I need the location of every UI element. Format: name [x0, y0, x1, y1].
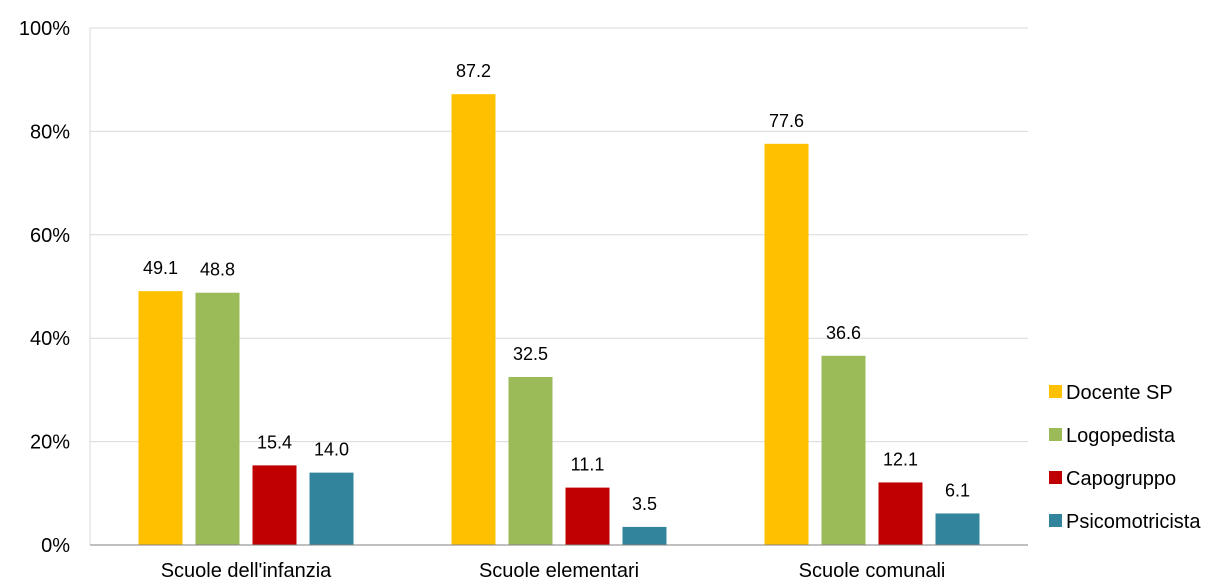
data-label: 14.0 [314, 440, 349, 460]
legend-swatch [1049, 428, 1062, 441]
legend-label: Psicomotricista [1066, 511, 1201, 533]
data-label: 49.1 [143, 258, 178, 278]
data-label: 32.5 [513, 344, 548, 364]
y-tick-label: 0% [41, 535, 70, 557]
bar [821, 355, 866, 545]
legend-swatch [1049, 514, 1062, 527]
legend: Docente SP Logopedista Capogruppo Psicomotr… [1049, 382, 1201, 533]
gridlines [90, 27, 1028, 443]
y-tick-label: 60% [30, 225, 70, 247]
legend-label: Capogruppo [1066, 468, 1176, 490]
bar [195, 292, 240, 545]
x-tick-label: Scuole dell'infanzia [161, 560, 332, 582]
x-tick-label: Scuole elementari [479, 560, 639, 582]
bar [138, 291, 183, 545]
data-label: 48.8 [200, 260, 235, 280]
legend-swatch [1049, 385, 1062, 398]
bar [878, 482, 923, 545]
data-label: 6.1 [945, 480, 970, 500]
y-tick-label: 40% [30, 328, 70, 350]
data-label: 15.4 [257, 432, 292, 452]
bar [935, 513, 980, 545]
legend-label: Logopedista [1066, 425, 1176, 447]
y-tick-label: 80% [30, 121, 70, 143]
bars [138, 94, 980, 546]
bar [309, 472, 354, 545]
y-tick-label: 100% [19, 18, 70, 40]
legend-swatch [1049, 471, 1062, 484]
legend-label: Docente SP [1066, 382, 1173, 404]
data-labels: 49.1 87.2 77.6 48.8 32.5 36.6 15.4 11.1 12.1 14.0… [143, 61, 970, 514]
data-label: 77.6 [769, 111, 804, 131]
bar [508, 376, 553, 545]
bar [252, 465, 297, 545]
bar [622, 526, 667, 545]
bar [451, 94, 496, 546]
data-label: 11.1 [571, 455, 605, 475]
data-label: 36.6 [826, 323, 861, 343]
data-label: 3.5 [632, 494, 657, 514]
bar [764, 143, 809, 546]
x-tick-label: Scuole comunali [799, 560, 946, 582]
bar [565, 487, 610, 545]
data-label: 12.1 [883, 449, 918, 469]
y-tick-label: 20% [30, 432, 70, 454]
axes: 0% 20% 40% 60% 80% 100% Scuole dell'infanzia Sc… [19, 18, 1028, 582]
data-label: 87.2 [456, 61, 491, 81]
